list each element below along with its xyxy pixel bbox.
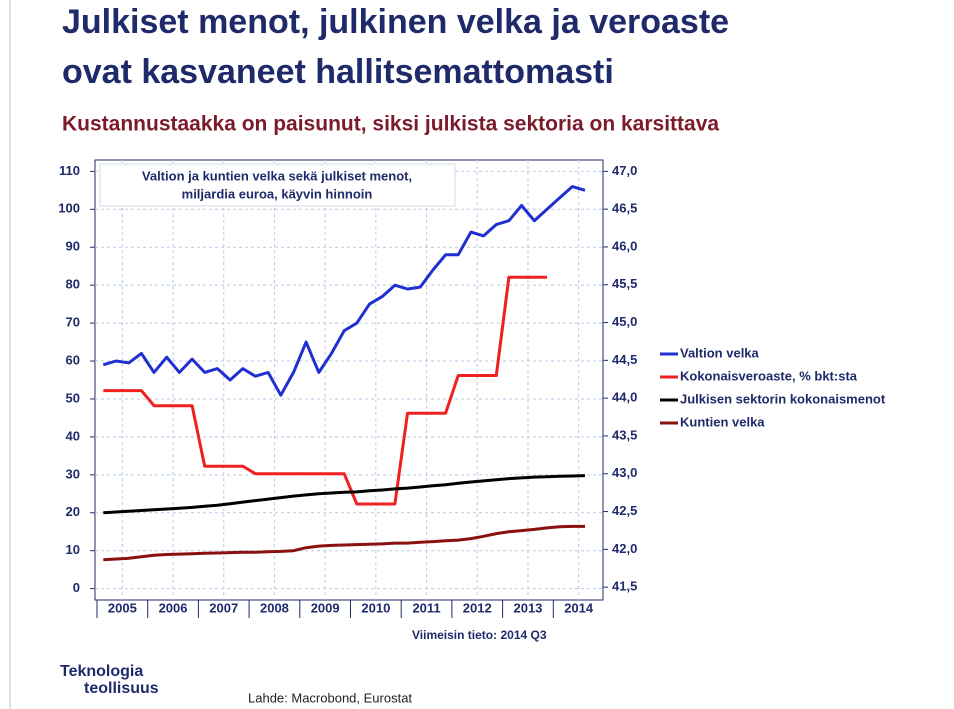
y2-tick-label: 46,5 <box>612 201 637 216</box>
y-tick-label: 50 <box>66 390 80 405</box>
y2-tick-label: 46,0 <box>612 238 637 253</box>
y2-tick-label: 43,0 <box>612 465 637 480</box>
lines <box>102 185 586 562</box>
y2-tick-label: 47,0 <box>612 163 637 178</box>
y-tick-label: 10 <box>66 542 80 557</box>
subtitle: Kustannustaakka on paisunut, siksi julki… <box>62 113 719 136</box>
x-tick-label: 2010 <box>361 600 390 615</box>
x-tick-label: 2014 <box>564 600 594 615</box>
logo: Teknologia <box>60 663 143 680</box>
y2-tick-label: 42,0 <box>612 541 637 556</box>
x-tick-label: 2008 <box>260 600 289 615</box>
y2-tick-label: 43,5 <box>612 427 637 442</box>
legend: Valtion velka Kokonaisveroaste, % bkt:sta… <box>660 345 886 429</box>
y-tick-label: 100 <box>58 201 80 216</box>
plot-frame <box>94 159 604 601</box>
y-tick-label: 110 <box>59 163 80 178</box>
title: Julkiset menot, julkinen velka ja veroas… <box>62 3 729 41</box>
grid <box>95 160 603 600</box>
series-line <box>103 524 585 562</box>
title-line: ovat kasvaneet hallitsemattomasti <box>62 53 614 91</box>
x-tick-label: 2013 <box>513 600 542 615</box>
x-tick-label: 2007 <box>209 600 238 615</box>
y2-tick-label: 41,5 <box>612 579 637 594</box>
y2-tick-label: 42,5 <box>612 503 637 518</box>
x-tick-label: 2005 <box>108 600 137 615</box>
y2-tick-label: 45,0 <box>612 314 637 329</box>
y-tick-label: 20 <box>66 504 80 519</box>
chart-title: Valtion ja kuntien velka sekä julkiset m… <box>142 168 412 183</box>
series-line <box>102 185 586 397</box>
legend-label: Kuntien velka <box>680 414 765 429</box>
y2-tick-label: 44,5 <box>612 352 637 367</box>
y-tick-label: 0 <box>73 580 80 595</box>
y-tick-label: 30 <box>66 466 80 481</box>
legend-label: Julkisen sektorin kokonaismenot <box>680 391 886 406</box>
y2-tick-label: 45,5 <box>612 276 637 291</box>
y-tick-label: 60 <box>66 352 80 367</box>
legend-label: Kokonaisveroaste, % bkt:sta <box>680 368 858 383</box>
series-line <box>103 474 586 515</box>
x-tick-label: 2009 <box>311 600 340 615</box>
series-line <box>103 275 547 506</box>
x-tick-label: 2012 <box>463 600 492 615</box>
x-tick-label: 2006 <box>159 600 188 615</box>
legend-label: Valtion velka <box>680 345 760 360</box>
source: Lahde: Macrobond, Eurostat <box>248 690 412 705</box>
y-tick-label: 80 <box>66 277 80 292</box>
y-tick-label: 40 <box>66 428 80 443</box>
y-tick-label: 90 <box>66 239 80 254</box>
note: Viimeisin tieto: 2014 Q3 <box>412 628 547 642</box>
chart-title-box <box>99 163 456 207</box>
x-tick-label: 2011 <box>412 600 440 615</box>
y-tick-label: 70 <box>66 315 80 330</box>
chart-title-line: miljardia euroa, käyvin hinnoin <box>182 186 373 201</box>
y2-tick-label: 44,0 <box>612 390 637 405</box>
logo: teollisuus <box>84 680 159 697</box>
